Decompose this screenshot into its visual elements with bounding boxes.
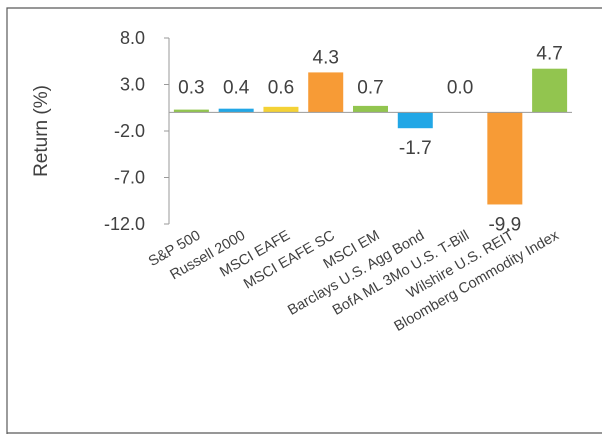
y-axis: 8.0 3.0 -2.0 -7.0 -12.0 bbox=[104, 28, 170, 234]
data-label: 0.0 bbox=[447, 77, 473, 98]
y-tick-label: -12.0 bbox=[104, 214, 145, 234]
bar bbox=[173, 109, 209, 113]
data-label: 0.6 bbox=[268, 77, 294, 98]
bar bbox=[397, 112, 433, 129]
bar bbox=[532, 68, 568, 113]
bar bbox=[487, 112, 523, 205]
bar bbox=[353, 105, 388, 113]
data-label: 4.7 bbox=[536, 44, 562, 65]
bars bbox=[173, 68, 568, 205]
y-tick-label: -7.0 bbox=[114, 168, 145, 188]
chart-frame bbox=[6, 7, 602, 434]
data-label: -1.7 bbox=[399, 138, 432, 159]
data-labels: 0.3 0.4 0.6 4.3 0.7 -1.7 0.0 -9.9 4.7 bbox=[178, 44, 563, 236]
bar bbox=[263, 106, 299, 113]
y-tick-label: 3.0 bbox=[120, 75, 145, 95]
data-label: -9.9 bbox=[488, 214, 521, 235]
data-label: 0.3 bbox=[178, 77, 204, 98]
y-tick-label: 8.0 bbox=[120, 28, 145, 48]
y-tick-label: -2.0 bbox=[114, 121, 145, 141]
data-label: 4.3 bbox=[313, 47, 339, 68]
y-axis-title: Return (%) bbox=[31, 85, 52, 177]
bar bbox=[218, 108, 254, 113]
bar bbox=[308, 72, 344, 113]
data-label: 0.7 bbox=[357, 77, 383, 98]
data-label: 0.4 bbox=[223, 77, 250, 98]
